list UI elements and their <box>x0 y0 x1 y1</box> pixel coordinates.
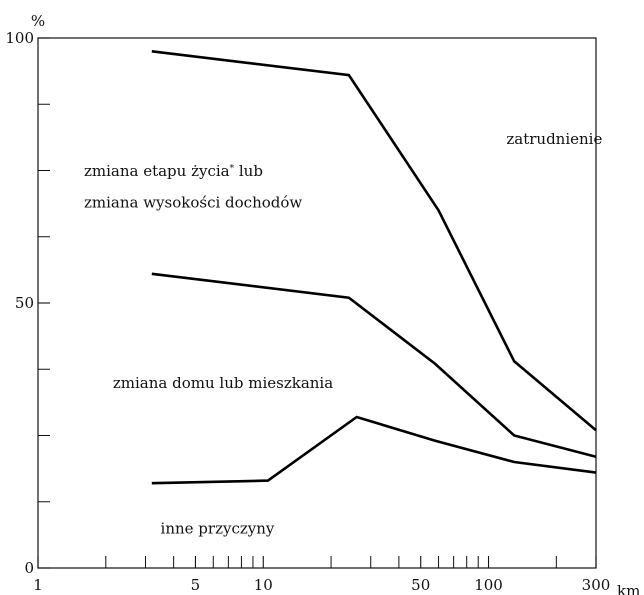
x-tick-label: 5 <box>191 576 201 594</box>
x-tick-label: 100 <box>474 576 503 594</box>
series-line-2 <box>151 272 597 458</box>
tick-group: 1 5 10 50 100 300 0 50 100 <box>5 29 610 594</box>
y-axis-unit: % <box>31 12 45 30</box>
y-tick-label: 50 <box>15 294 34 312</box>
x-tick-label: 1 <box>33 576 43 594</box>
x-tick-label: 300 <box>582 576 611 594</box>
series-group <box>151 50 597 485</box>
region-label: zmiana wysokości dochodów <box>84 194 302 212</box>
x-tick-label: 10 <box>254 576 273 594</box>
x-tick-label: 50 <box>411 576 430 594</box>
label-group: zatrudnienie zmiana etapu życia* lub zmian… <box>84 130 602 538</box>
y-tick-label: 100 <box>5 29 34 47</box>
series-line-1 <box>151 50 597 432</box>
x-axis-unit: km <box>617 582 640 595</box>
region-label: inne przyczyny <box>161 520 275 538</box>
region-label: zmiana etapu życia* lub <box>84 162 263 180</box>
plot-frame <box>37 37 597 569</box>
region-label: zmiana domu lub mieszkania <box>113 374 333 392</box>
series-line-3 <box>151 415 597 485</box>
region-label: zatrudnienie <box>506 130 602 148</box>
y-tick-label: 0 <box>24 559 34 577</box>
